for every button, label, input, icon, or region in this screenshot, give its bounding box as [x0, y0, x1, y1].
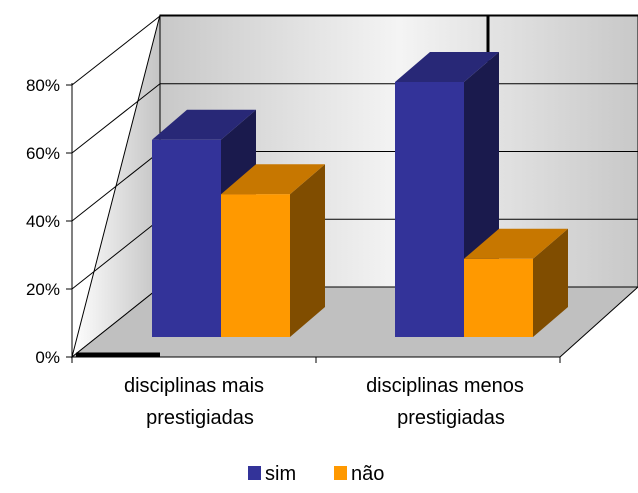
bar-side	[290, 164, 325, 337]
bar-top	[464, 228, 568, 259]
x-category-label: disciplinas mais	[124, 375, 264, 397]
gridline-side	[71, 218, 161, 290]
gridline-side	[71, 15, 161, 86]
legend: sim não	[248, 463, 384, 485]
y-axis: 0% 20% 40% 60% 80%	[26, 15, 561, 367]
legend-label: sim	[265, 463, 296, 485]
gridline-side	[71, 83, 161, 154]
x-category-label: prestigiadas	[146, 407, 254, 429]
bar-top	[395, 52, 499, 82]
legend-swatch	[248, 466, 261, 480]
bar-top	[221, 164, 325, 195]
bar-top	[152, 109, 256, 140]
y-tick-label: 60%	[26, 144, 60, 163]
x-category-label: disciplinas menos	[366, 375, 524, 397]
bar-front	[221, 194, 290, 337]
bar-front	[395, 82, 464, 337]
legend-swatch	[334, 466, 347, 480]
y-tick-label: 80%	[26, 76, 60, 95]
legend-item-não: não	[334, 463, 384, 485]
x-category-label: prestigiadas	[397, 407, 505, 429]
bar-front	[464, 258, 533, 337]
y-tick-label: 20%	[26, 280, 60, 299]
bar-não-1	[221, 164, 325, 337]
bars	[152, 52, 568, 337]
category-labels: disciplinas mais prestigiadas disciplinas …	[124, 375, 524, 429]
y-tick-label: 40%	[26, 212, 60, 231]
y-tick-label: 0%	[35, 348, 60, 367]
gridline-side	[71, 151, 161, 222]
bar-side	[533, 228, 568, 337]
bar-não-2	[464, 228, 568, 337]
legend-label: não	[351, 463, 384, 485]
bar-front	[152, 139, 221, 337]
legend-item-sim: sim	[248, 463, 296, 485]
